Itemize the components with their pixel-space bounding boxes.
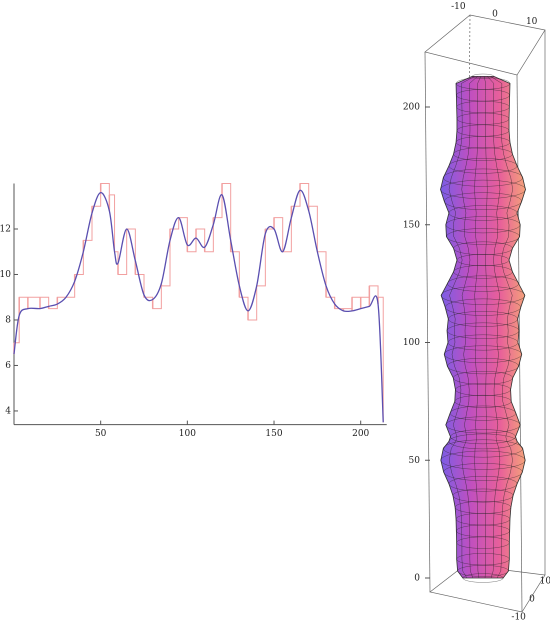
meridian bbox=[483, 76, 488, 579]
meridian bbox=[487, 76, 501, 579]
ring bbox=[452, 371, 514, 385]
ring bbox=[456, 553, 510, 566]
ring bbox=[443, 463, 523, 481]
ring bbox=[447, 334, 519, 351]
ring bbox=[455, 383, 511, 396]
box bbox=[424, 14, 546, 613]
ring bbox=[456, 124, 510, 137]
y-tick-label: 12 bbox=[0, 224, 11, 234]
box-edge bbox=[516, 74, 523, 613]
meridian bbox=[490, 76, 513, 579]
xticks-label: 0 bbox=[492, 10, 498, 20]
ring bbox=[448, 311, 518, 327]
smooth-line bbox=[13, 189, 384, 423]
yticks-label: 10 bbox=[540, 577, 550, 587]
z-tick-label: 150 bbox=[403, 220, 420, 230]
x-tick-label: 200 bbox=[352, 429, 369, 439]
ring bbox=[444, 298, 522, 316]
ring bbox=[471, 73, 495, 80]
z-tick-label: 200 bbox=[403, 103, 420, 113]
y-tick-label: 4 bbox=[5, 406, 11, 416]
meridian bbox=[448, 76, 475, 579]
z-tick-label: 0 bbox=[414, 574, 420, 584]
ring bbox=[444, 192, 522, 210]
y-tick-label: 6 bbox=[5, 361, 11, 371]
ring bbox=[447, 357, 519, 375]
ring bbox=[453, 147, 513, 161]
ring bbox=[456, 254, 510, 267]
box-edge bbox=[424, 51, 431, 593]
ring bbox=[440, 450, 526, 470]
ring bbox=[440, 285, 526, 305]
ring bbox=[455, 512, 511, 526]
ring bbox=[448, 205, 518, 221]
y-tick-label: 8 bbox=[5, 315, 11, 325]
x-tick-label: 100 bbox=[179, 429, 196, 439]
ring bbox=[446, 322, 520, 339]
ring bbox=[450, 429, 516, 445]
tube bbox=[440, 75, 526, 579]
ring bbox=[445, 416, 521, 434]
ring bbox=[445, 216, 521, 234]
yticks-label: 0 bbox=[529, 595, 535, 605]
ring bbox=[448, 158, 518, 174]
ring bbox=[454, 500, 512, 514]
z-tick-label: 50 bbox=[409, 456, 421, 466]
ring bbox=[443, 439, 523, 458]
meridian bbox=[474, 76, 482, 579]
ring bbox=[448, 476, 518, 492]
z-tick-label: 100 bbox=[403, 338, 420, 348]
step-line bbox=[14, 183, 384, 423]
ring bbox=[448, 433, 518, 450]
ring bbox=[453, 241, 513, 256]
ring bbox=[453, 265, 513, 279]
ring bbox=[440, 179, 526, 200]
ring bbox=[454, 394, 512, 408]
ring bbox=[449, 405, 517, 421]
y-tick-label: 10 bbox=[0, 270, 11, 280]
ring bbox=[443, 168, 523, 187]
ring bbox=[447, 275, 519, 292]
yticks-label: -10 bbox=[511, 613, 526, 623]
ring bbox=[444, 345, 522, 364]
ring bbox=[452, 488, 514, 503]
x-tick-label: 150 bbox=[265, 429, 282, 439]
ring bbox=[457, 565, 509, 577]
xticks-label: 10 bbox=[526, 17, 538, 27]
xticks-label: -10 bbox=[451, 2, 466, 12]
x-tick-label: 50 bbox=[95, 429, 107, 439]
ring bbox=[446, 228, 520, 245]
meridian bbox=[461, 76, 478, 579]
ring bbox=[462, 573, 504, 583]
ring bbox=[455, 77, 511, 90]
